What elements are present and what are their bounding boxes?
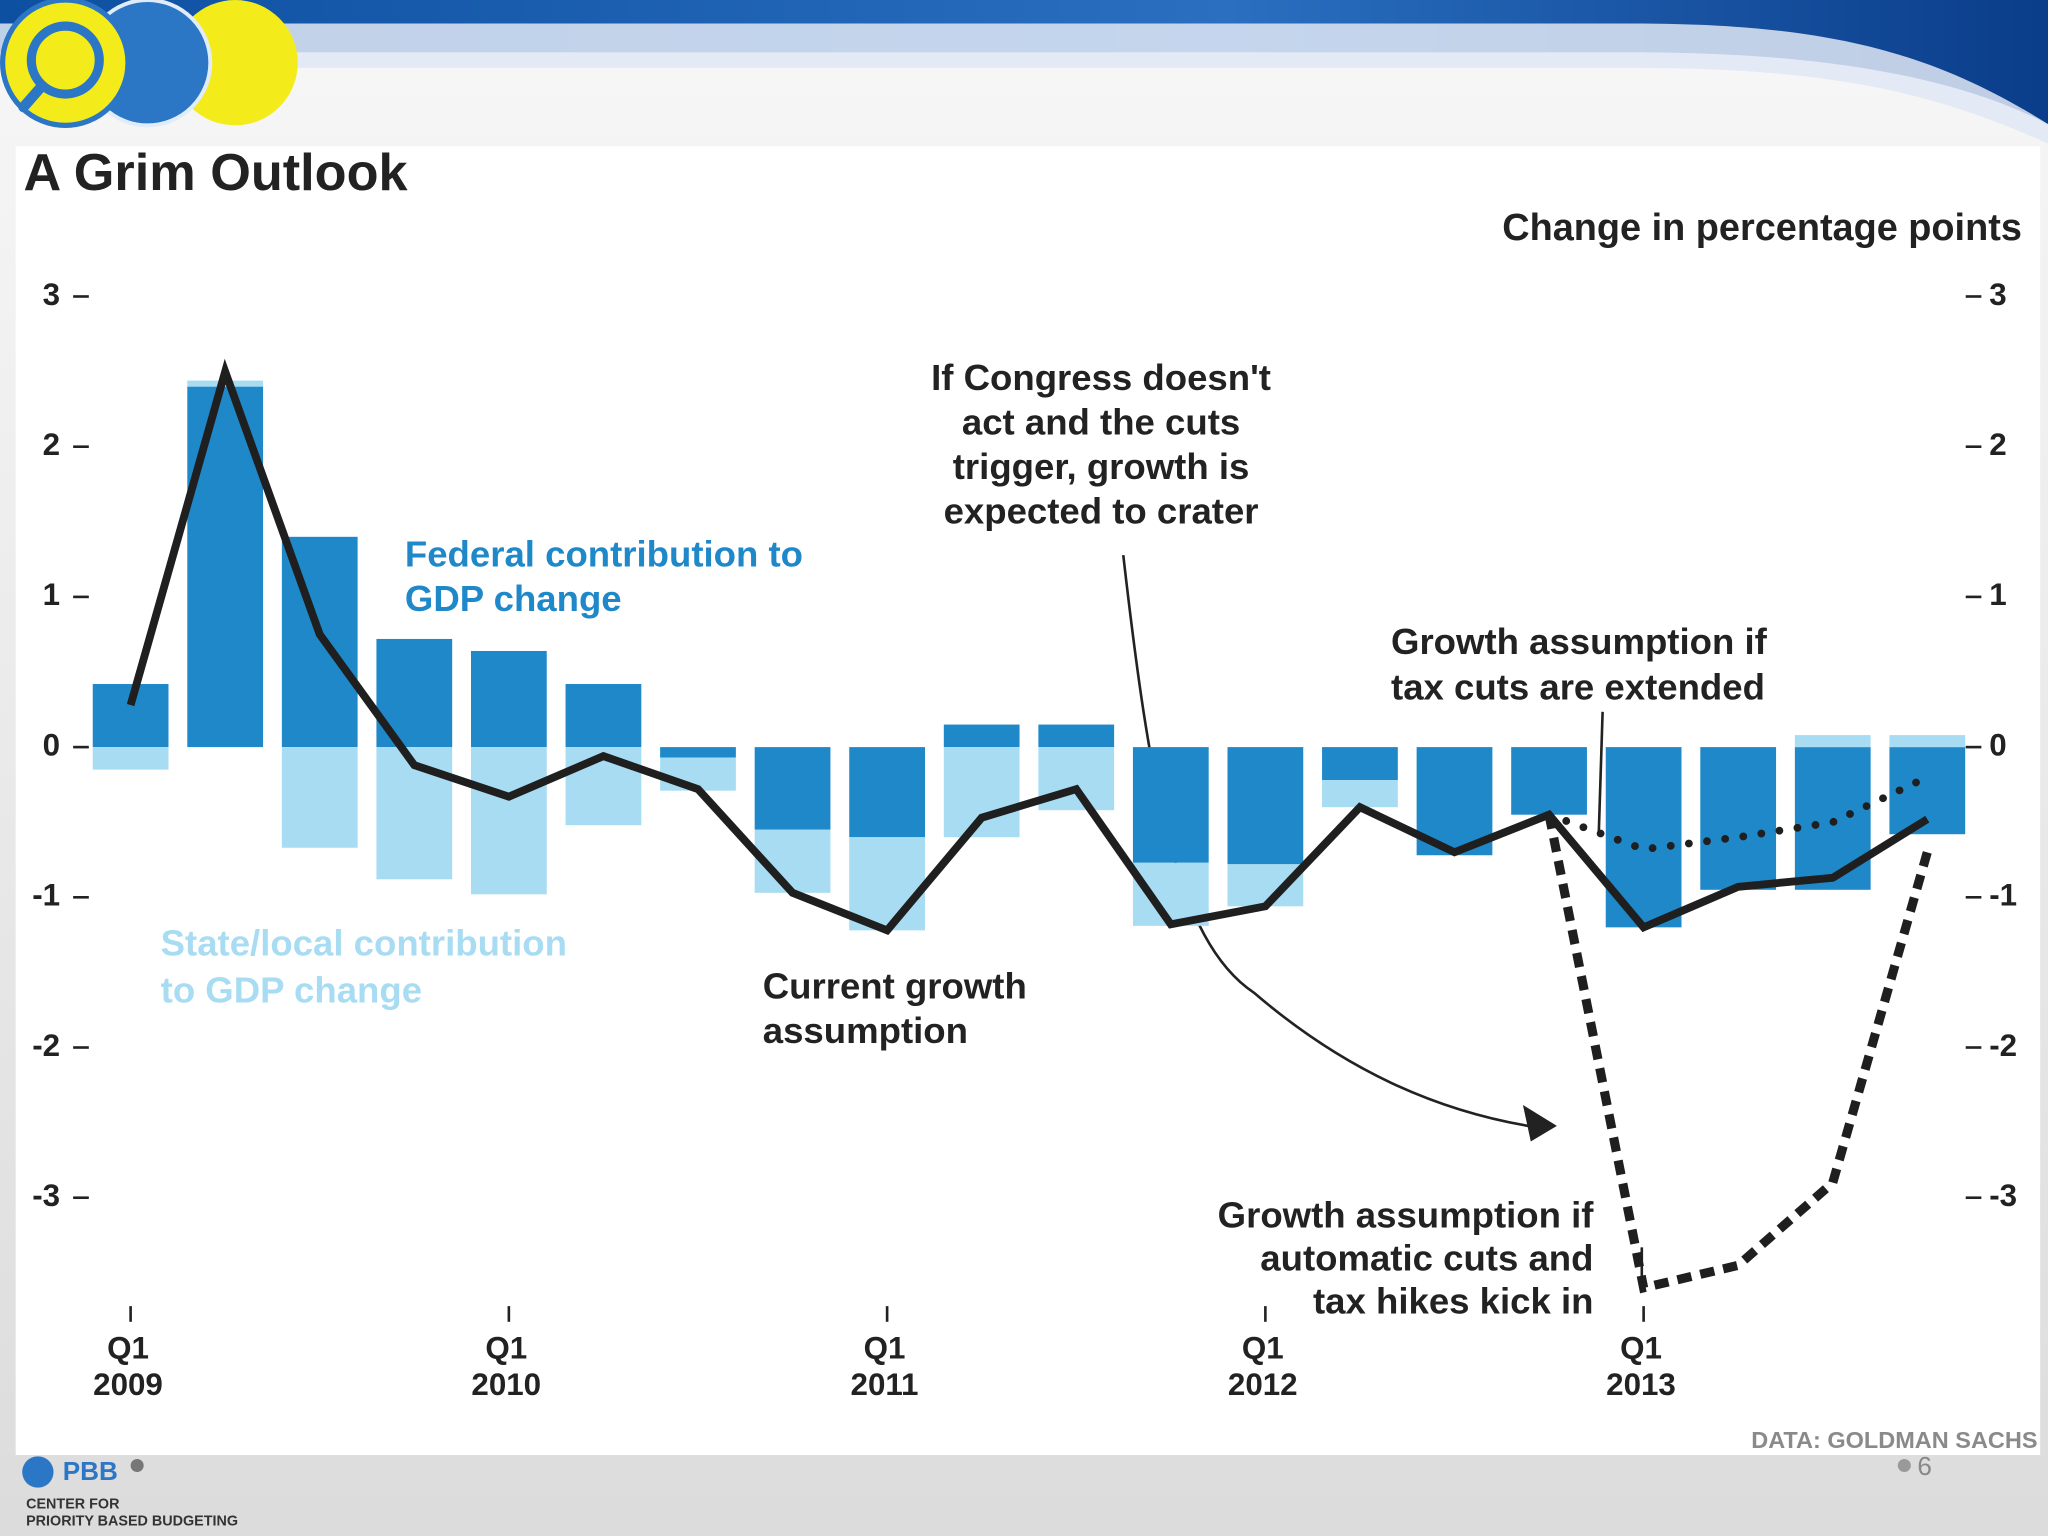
y-tick-label: -3 [32,1178,60,1213]
footer-logo-text: PBB [63,1456,118,1486]
bar [565,684,642,748]
bar [92,747,169,770]
annotation: If Congress doesn't act and the cuts trigg… [931,357,1271,531]
y2-tick-label: 3 [1989,277,2006,312]
chart-title: A Grim Outlook [24,144,409,202]
bar [943,724,1020,748]
org-name: PRIORITY BASED BUDGETING [26,1513,238,1529]
x-tick-label: Q1 2011 [851,1331,919,1403]
series-label: Growth assumption if automatic cuts and ta… [1218,1194,1595,1321]
line [126,358,1930,936]
series-label: Federal contribution to GDP change [405,533,803,618]
plot: 3 2 1 0 -1 -2 -3 3 2 1 0 -1 -2 -3 Q1 2009 Q1 2010 Q1 2011 Q1… [32,277,2017,1403]
bar [849,747,925,838]
bar [1322,780,1398,808]
x-tick-label: Q1 2013 [1606,1331,1676,1403]
y2-tick-label: 0 [1989,727,2006,762]
logo-mark [18,80,48,113]
org-name: CENTER FOR [26,1496,120,1512]
series-label: Growth assumption if tax cuts are extende… [1391,621,1768,708]
y2-tick-label: -3 [1989,1178,2017,1213]
y-axis-label: Change in percentage points [1502,207,2022,249]
arrowhead [1522,1104,1557,1142]
x-tick-label: Q1 2012 [1228,1331,1298,1403]
page-dot [1897,1458,1911,1472]
bar [660,747,736,758]
y-tick-label: -1 [32,878,60,913]
y2-tick-label: 2 [1989,427,2006,462]
page-number: 6 [1917,1451,1932,1481]
y-tick-label: 2 [43,427,60,462]
logo-mark [26,21,104,99]
bar [1889,735,1966,748]
annotation-arrow [1121,554,1529,1128]
bar [1038,724,1115,748]
y-tick-label: 1 [43,577,60,612]
header-swoosh [0,23,2048,144]
bar [1700,747,1777,890]
bar [281,747,358,848]
bar [1794,735,1871,748]
y2-tick-label: -2 [1989,1028,2017,1063]
bar [754,747,831,830]
bar [1227,747,1304,865]
y2-tick-label: -1 [1989,878,2017,913]
series-label: Current growth assumption [763,965,1027,1050]
bar [1132,747,1209,863]
line [1545,773,1932,854]
footer-logo [22,1456,54,1488]
annotation-leader [1597,711,1604,836]
bar [470,747,547,895]
bar [849,837,925,931]
footer-dot [130,1458,144,1472]
bar [1511,747,1587,815]
source-note: DATA: GOLDMAN SACHS [1751,1427,2037,1453]
y-tick-label: 0 [43,727,60,762]
y2-tick-label: 1 [1989,577,2006,612]
y-tick-label: -2 [32,1028,60,1063]
bar [470,650,547,748]
series-label: State/local contribution to GDP change [161,922,567,1010]
x-tick-label: Q1 2009 [93,1331,163,1403]
bar [1322,747,1398,781]
bar [1227,864,1304,907]
x-tick-label: Q1 2010 [471,1331,541,1403]
y-tick-label: 3 [43,277,60,312]
